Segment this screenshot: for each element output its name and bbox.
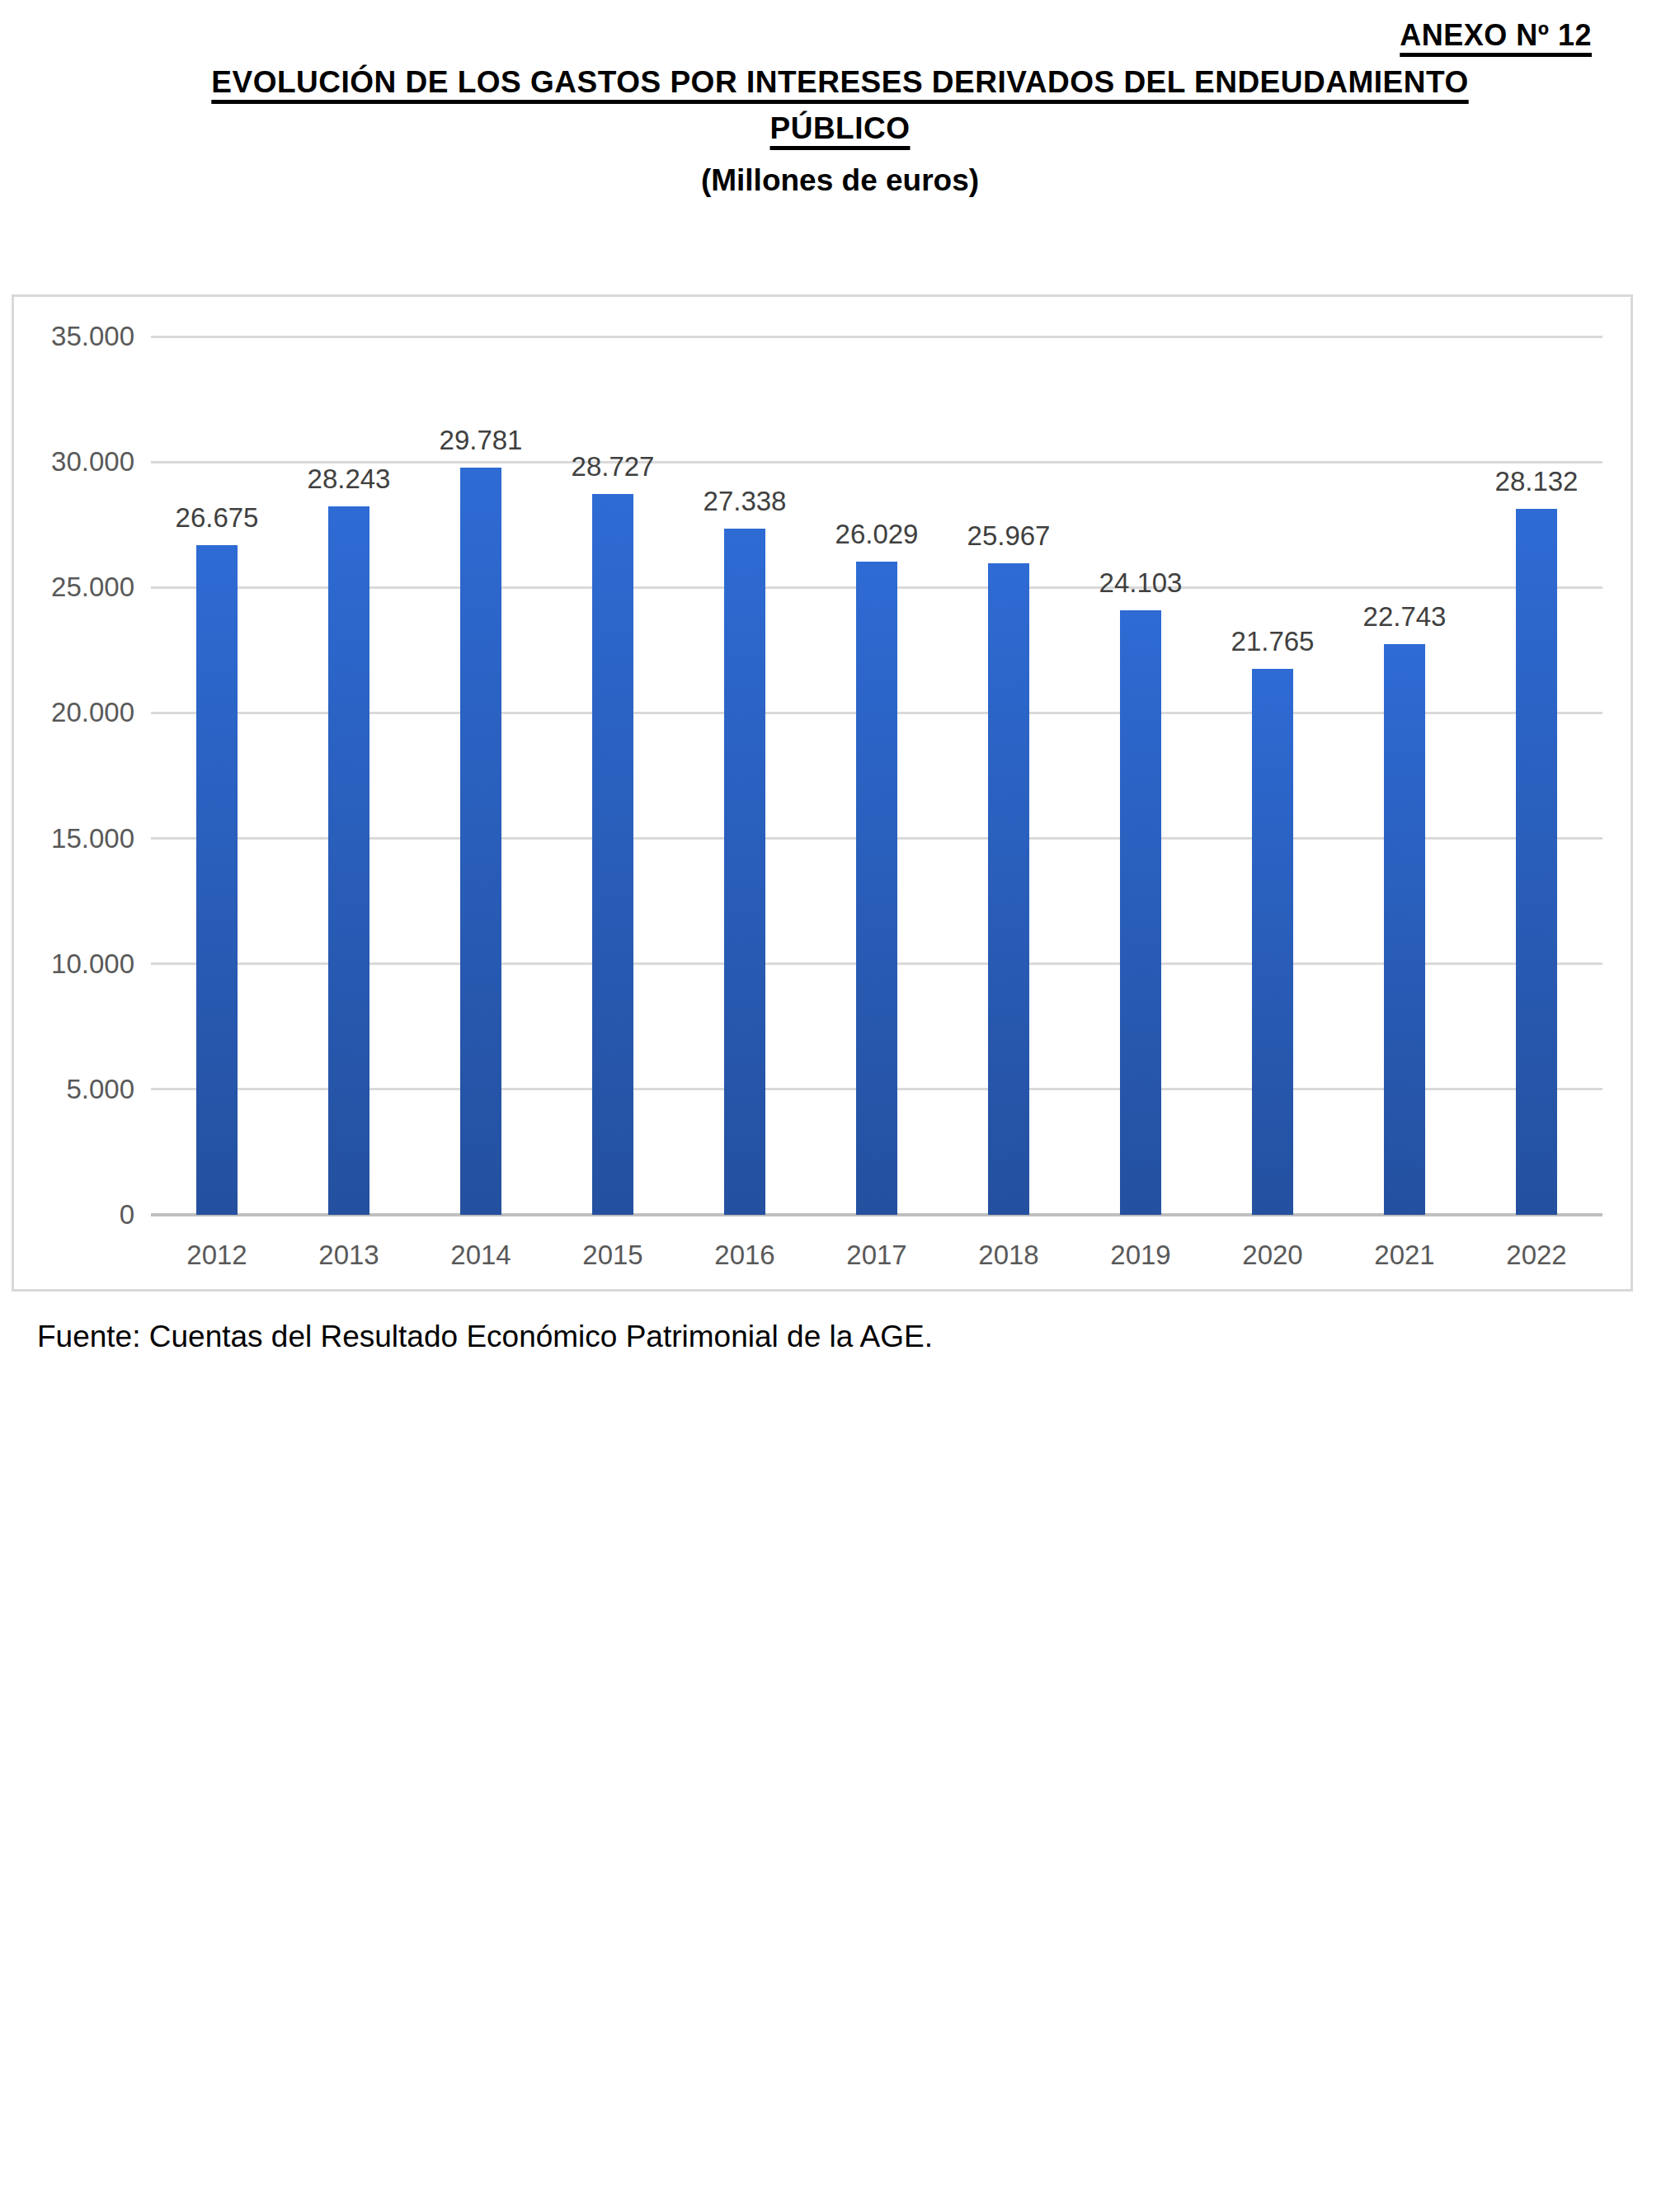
chart-plot-area: 26.675201228.243201329.781201428.7272015… (151, 336, 1602, 1215)
x-axis-label-2019: 2019 (1075, 1240, 1207, 1271)
bar-2016 (724, 529, 765, 1215)
x-axis-label-2016: 2016 (679, 1240, 811, 1271)
gridline (151, 336, 1602, 338)
page-title: EVOLUCIÓN DE LOS GASTOS POR INTERESES DE… (0, 59, 1680, 152)
y-axis-tick-label: 30.000 (19, 445, 134, 478)
bar-value-label-2021: 22.743 (1322, 601, 1487, 633)
bar-value-label-2016: 27.338 (662, 486, 827, 517)
chart-units-subtitle: (Millones de euros) (0, 163, 1680, 198)
x-axis-label-2017: 2017 (811, 1240, 943, 1271)
bar-2021 (1384, 644, 1425, 1215)
bar-chart: 35.000 30.000 25.000 20.000 15.000 10.000 5.00… (12, 294, 1633, 1292)
bar-value-label-2018: 25.967 (926, 520, 1091, 552)
y-axis-tick-label: 5.000 (19, 1073, 134, 1106)
bar-2019 (1120, 610, 1161, 1215)
source-note: Fuente: Cuentas del Resultado Económico … (37, 1320, 933, 1354)
bar-2014 (460, 468, 501, 1215)
bar-2018 (988, 563, 1029, 1215)
bar-2017 (856, 562, 897, 1215)
bar-value-label-2013: 28.243 (266, 463, 431, 495)
page-title-line1: EVOLUCIÓN DE LOS GASTOS POR INTERESES DE… (211, 65, 1468, 99)
x-axis-label-2021: 2021 (1339, 1240, 1471, 1271)
bar-2015 (592, 494, 633, 1215)
bar-value-label-2015: 28.727 (530, 451, 695, 482)
y-axis-tick-label: 25.000 (19, 571, 134, 604)
y-axis-tick-label: 10.000 (19, 948, 134, 981)
x-axis-label-2022: 2022 (1471, 1240, 1602, 1271)
bar-value-label-2022: 28.132 (1454, 466, 1619, 497)
bar-value-label-2019: 24.103 (1058, 567, 1223, 599)
x-axis-label-2012: 2012 (151, 1240, 283, 1271)
x-axis-label-2014: 2014 (415, 1240, 547, 1271)
bar-2013 (328, 506, 369, 1215)
y-axis-tick-label: 0 (19, 1198, 134, 1231)
page-title-line2: PÚBLICO (770, 111, 911, 145)
annex-number-heading: ANEXO Nº 12 (1400, 18, 1592, 53)
x-axis-label-2018: 2018 (943, 1240, 1075, 1271)
x-axis-label-2013: 2013 (283, 1240, 415, 1271)
x-axis-label-2015: 2015 (547, 1240, 679, 1271)
y-axis-tick-label: 15.000 (19, 822, 134, 855)
y-axis-tick-label: 35.000 (19, 320, 134, 353)
bar-2012 (196, 545, 238, 1215)
bar-2022 (1516, 509, 1557, 1215)
x-axis-label-2020: 2020 (1207, 1240, 1339, 1271)
y-axis-tick-label: 20.000 (19, 696, 134, 729)
bar-2020 (1252, 669, 1293, 1215)
bar-value-label-2012: 26.675 (134, 502, 299, 534)
